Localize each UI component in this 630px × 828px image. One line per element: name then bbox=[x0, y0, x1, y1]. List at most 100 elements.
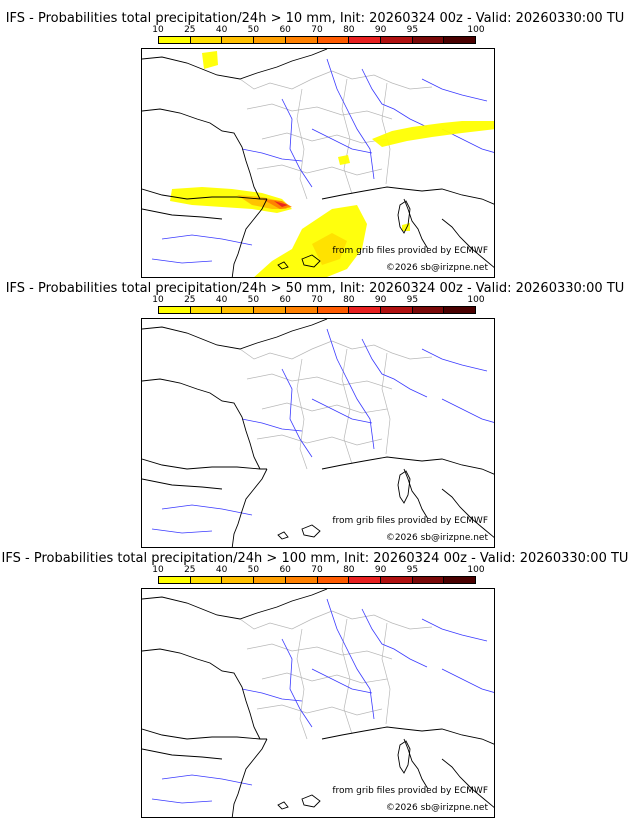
colorbar-tick-label: 70 bbox=[311, 25, 323, 35]
admin-border-line bbox=[261, 672, 388, 684]
colorbar-segment bbox=[444, 577, 476, 583]
river-line bbox=[151, 258, 213, 264]
river-line bbox=[281, 638, 313, 728]
river-line bbox=[311, 398, 373, 424]
source-credit: from grib files provided by ECMWF bbox=[332, 516, 488, 526]
colorbar-tick-label: 50 bbox=[247, 565, 260, 575]
panel-title: IFS - Probabilities total precipitation/… bbox=[5, 11, 625, 26]
coastline bbox=[142, 748, 223, 760]
coastline bbox=[321, 456, 494, 475]
river-line bbox=[241, 148, 303, 162]
river-line bbox=[151, 798, 213, 804]
river-line bbox=[421, 78, 488, 102]
river-line bbox=[326, 328, 375, 450]
colorbar-segment bbox=[285, 577, 318, 583]
admin-border-line bbox=[331, 70, 433, 90]
river-line bbox=[161, 234, 253, 246]
admin-borders bbox=[239, 340, 433, 470]
colorbar-segment bbox=[254, 37, 286, 43]
colorbar-tick-label: 70 bbox=[311, 565, 323, 575]
admin-border-line bbox=[239, 70, 333, 90]
colorbar-segment bbox=[190, 577, 223, 583]
colorbar-segment bbox=[444, 37, 476, 43]
coastline bbox=[441, 218, 494, 268]
river-line bbox=[241, 688, 303, 702]
colorbar-tick-label: 60 bbox=[279, 295, 291, 305]
river-line bbox=[326, 58, 375, 180]
map-panel-10mm: IFS - Probabilities total precipitation/… bbox=[0, 0, 630, 278]
colorbar-segment bbox=[190, 37, 223, 43]
island-outline bbox=[397, 200, 411, 234]
coastline bbox=[231, 468, 268, 547]
coastline bbox=[403, 198, 429, 250]
colorbar-tick-label: 95 bbox=[406, 295, 419, 305]
coastline bbox=[403, 738, 429, 790]
coastline bbox=[142, 108, 267, 200]
river-line bbox=[281, 98, 313, 188]
map-panel-50mm: IFS - Probabilities total precipitation/… bbox=[0, 270, 630, 548]
colorbar-segment bbox=[222, 577, 255, 583]
precip-map: from grib files provided by ECMWF ©2026 … bbox=[141, 588, 495, 818]
admin-border-line bbox=[261, 132, 388, 144]
source-credit: from grib files provided by ECMWF bbox=[332, 786, 488, 796]
map-svg bbox=[142, 49, 494, 277]
colorbar-tick-label: 60 bbox=[279, 25, 291, 35]
river-line bbox=[361, 68, 428, 128]
colorbar-segment bbox=[349, 37, 381, 43]
coastline bbox=[142, 589, 328, 620]
colorbar-tick-label: 100 bbox=[467, 565, 485, 575]
island-outline bbox=[301, 254, 321, 268]
admin-border-line bbox=[246, 643, 393, 660]
river-line bbox=[311, 668, 373, 694]
admin-border-line bbox=[341, 78, 353, 195]
colorbar-tick-label: 95 bbox=[406, 25, 419, 35]
island-outline bbox=[301, 794, 321, 808]
colorbar-segment bbox=[412, 307, 445, 313]
coastlines bbox=[142, 589, 494, 817]
precip-area bbox=[338, 155, 350, 165]
colorbar-tick-label: 40 bbox=[215, 25, 228, 35]
colorbar-segment bbox=[444, 307, 476, 313]
precip-area bbox=[202, 51, 218, 69]
colorbar-tick-label: 70 bbox=[311, 295, 323, 305]
coastline bbox=[142, 648, 267, 740]
admin-borders bbox=[239, 610, 433, 740]
panel-title: IFS - Probabilities total precipitation/… bbox=[1, 551, 629, 566]
source-credit: from grib files provided by ECMWF bbox=[332, 246, 488, 256]
island-outline bbox=[301, 524, 321, 538]
admin-border-line bbox=[341, 618, 353, 735]
admin-border-line bbox=[381, 352, 391, 455]
coastline bbox=[142, 319, 328, 350]
colorbar bbox=[158, 306, 476, 314]
colorbar-segment bbox=[317, 577, 350, 583]
colorbar-segment bbox=[254, 307, 286, 313]
coastline bbox=[142, 478, 223, 490]
colorbar-segment bbox=[222, 37, 255, 43]
admin-border-line bbox=[331, 340, 433, 360]
river-line bbox=[311, 128, 373, 154]
colorbar-tick-label: 90 bbox=[374, 25, 387, 35]
admin-border-line bbox=[256, 164, 383, 176]
colorbar-segment bbox=[285, 37, 318, 43]
precip-map: from grib files provided by ECMWF ©2026 … bbox=[141, 318, 495, 548]
colorbar-segment bbox=[317, 37, 350, 43]
panel-title: IFS - Probabilities total precipitation/… bbox=[5, 281, 625, 296]
colorbar-segment bbox=[349, 307, 381, 313]
colorbar-segment bbox=[190, 307, 223, 313]
coastline bbox=[231, 738, 268, 817]
colorbar-tick-label: 80 bbox=[343, 25, 355, 35]
colorbar-tick-label: 40 bbox=[215, 565, 228, 575]
coastlines bbox=[142, 319, 494, 547]
rivers bbox=[151, 328, 494, 534]
map-svg bbox=[142, 589, 494, 817]
colorbar-tick-label: 80 bbox=[343, 565, 355, 575]
colorbar-tick-label: 100 bbox=[467, 295, 485, 305]
precip-area bbox=[262, 199, 292, 209]
river-line bbox=[326, 598, 375, 720]
colorbar-tick-label: 25 bbox=[184, 25, 196, 35]
coastline bbox=[231, 198, 268, 277]
colorbar-segment bbox=[254, 577, 286, 583]
coastline bbox=[321, 726, 494, 745]
river-line bbox=[241, 418, 303, 432]
map-panel-100mm: IFS - Probabilities total precipitation/… bbox=[0, 540, 630, 818]
